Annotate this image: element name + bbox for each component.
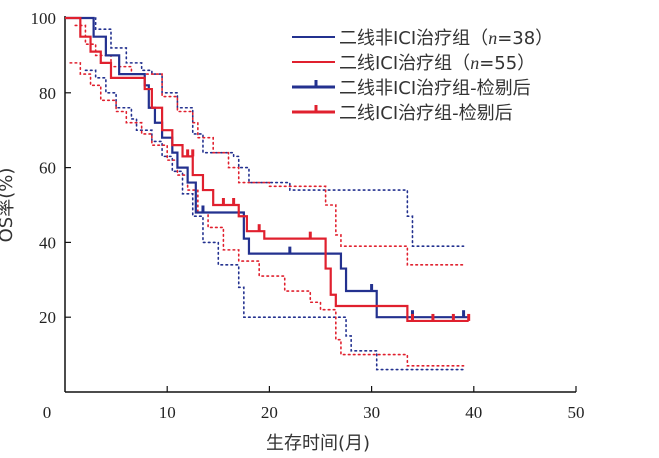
legend-label: 二线非ICI治疗组-检剔后 <box>339 78 531 99</box>
y-tick-label: 40 <box>39 233 56 252</box>
ci-line-4 <box>74 24 465 266</box>
x-tick-label: 0 <box>43 403 52 422</box>
x-axis-title: 生存时间(月) <box>266 433 370 454</box>
legend-label: 二线ICI治疗组-检剔后 <box>339 103 513 124</box>
survival-curves <box>65 16 471 323</box>
x-tick-label: 20 <box>261 403 278 422</box>
x-tick-label: 50 <box>568 403 585 422</box>
ci-line-2 <box>79 17 465 247</box>
y-tick-label: 100 <box>31 9 57 28</box>
x-tick-label: 10 <box>159 403 176 422</box>
legend-label: 二线非ICI治疗组（n=38） <box>339 28 553 49</box>
y-tick-label: 20 <box>39 308 56 327</box>
y-tick-label: 80 <box>39 84 56 103</box>
x-tick-label: 40 <box>465 403 482 422</box>
ci-line-3 <box>84 69 465 371</box>
y-axis-title: OS率(%) <box>0 168 17 243</box>
legend-label: 二线ICI治疗组（n=55） <box>339 53 535 74</box>
survival-curve-0 <box>65 16 469 319</box>
axes: 0 10 20 30 40 50 20 40 60 80 100 生存时间(月) OS率(%) <box>0 9 585 454</box>
y-tick-label: 60 <box>39 159 56 178</box>
x-tick-label: 30 <box>363 403 380 422</box>
legend: 二线非ICI治疗组（n=38） 二线ICI治疗组（n=55） 二线非ICI治疗组-检… <box>292 28 553 124</box>
survival-curve-1 <box>65 16 469 323</box>
